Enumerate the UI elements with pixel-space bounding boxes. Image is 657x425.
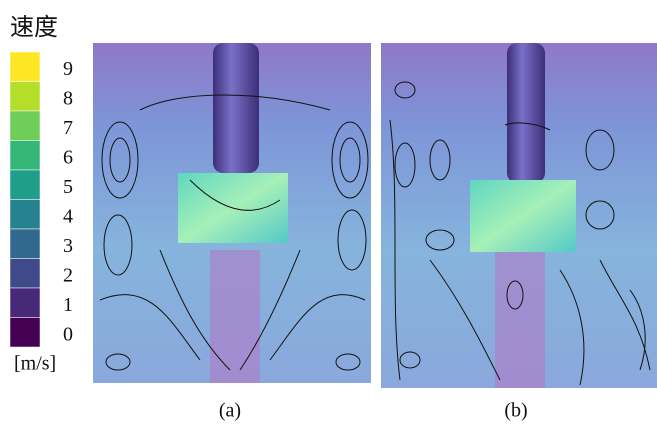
colorbar-tick-label: 3 xyxy=(63,235,73,257)
colorbar-band xyxy=(10,288,40,318)
figure: 速度 9 8 7 6 5 4 3 2 1 0 [m/s] (a) xyxy=(0,0,657,425)
panel-label: (a) xyxy=(219,400,241,422)
colorbar-tick-label: 4 xyxy=(63,205,73,227)
colorbar: 9 8 7 6 5 4 3 2 1 0 xyxy=(10,52,73,347)
legend-title: 速度 xyxy=(10,13,58,41)
colorbar-tick-label: 8 xyxy=(63,87,73,109)
colorbar-band xyxy=(10,170,40,200)
colorbar-tick-label: 9 xyxy=(63,58,73,80)
panel-b xyxy=(381,43,657,388)
colorbar-band xyxy=(10,200,40,230)
colorbar-band xyxy=(10,82,40,112)
colorbar-tick-label: 7 xyxy=(63,117,73,139)
colorbar-band xyxy=(10,52,40,82)
colorbar-band xyxy=(10,318,40,348)
colorbar-band xyxy=(10,111,40,141)
colorbar-tick-label: 0 xyxy=(63,323,73,345)
colorbar-tick-label: 6 xyxy=(63,146,73,168)
legend-unit: [m/s] xyxy=(14,353,56,375)
colorbar-tick-label: 1 xyxy=(63,294,73,316)
colorbar-tick-label: 5 xyxy=(63,176,73,198)
panel-a xyxy=(93,43,371,383)
colorbar-band xyxy=(10,259,40,289)
colorbar-band xyxy=(10,141,40,171)
panel-label: (b) xyxy=(504,400,527,422)
colorbar-tick-label: 2 xyxy=(63,264,73,286)
colorbar-band xyxy=(10,229,40,259)
